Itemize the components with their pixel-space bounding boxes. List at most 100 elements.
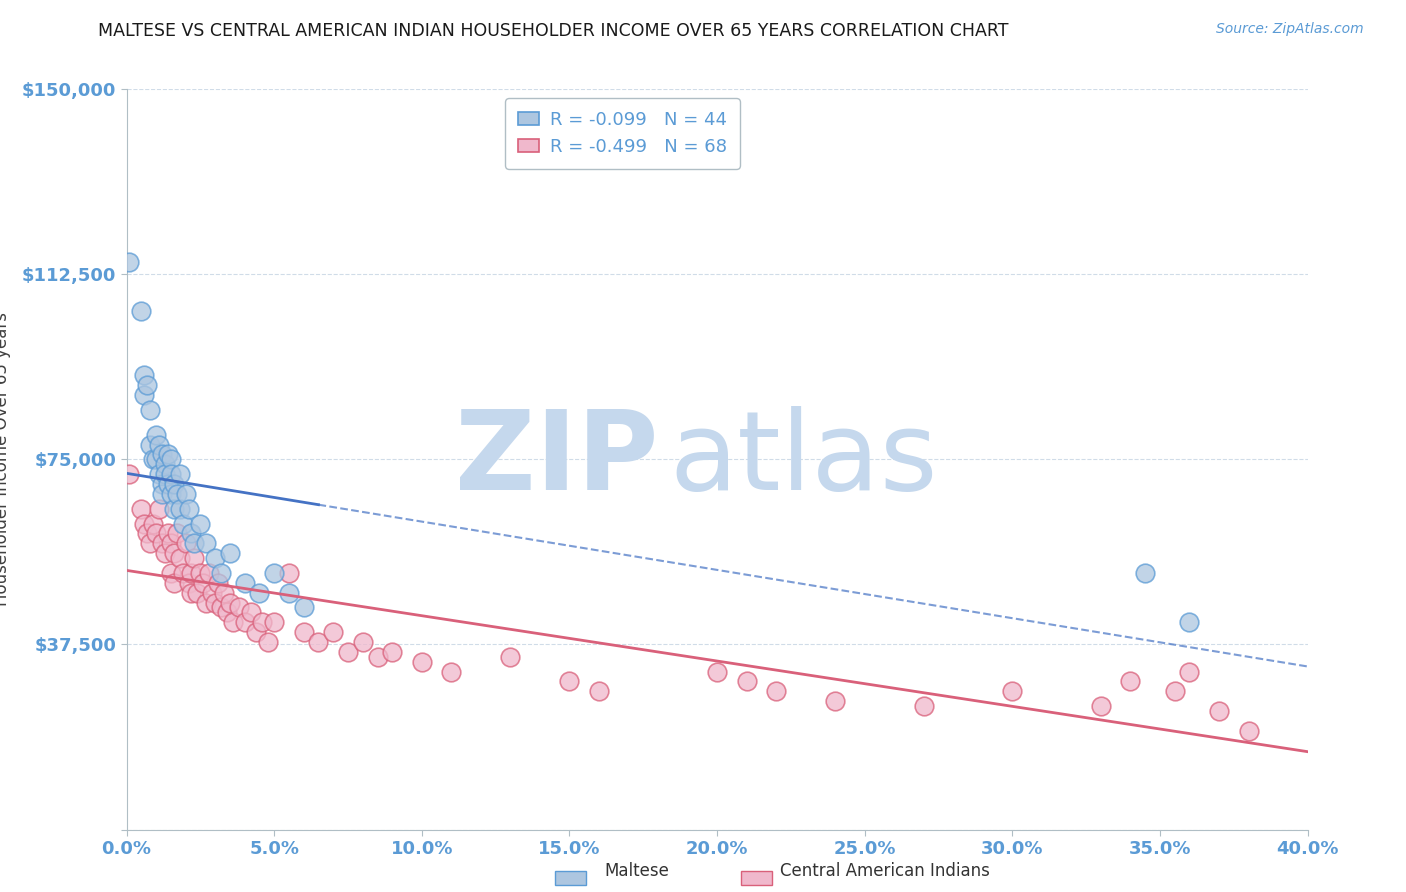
Point	[292, 600, 315, 615]
Point	[337, 645, 360, 659]
Point	[411, 655, 433, 669]
Point	[129, 501, 153, 516]
Point	[150, 536, 173, 550]
Point	[912, 699, 935, 714]
Y-axis label: Householder Income Over 65 years: Householder Income Over 65 years	[0, 312, 11, 607]
Point	[160, 452, 183, 467]
Point	[233, 615, 256, 630]
Point	[193, 575, 215, 590]
Point	[156, 526, 179, 541]
Point	[134, 368, 156, 383]
Point	[278, 566, 301, 580]
Point	[245, 625, 267, 640]
Point	[322, 625, 344, 640]
Point	[160, 467, 183, 482]
Point	[136, 526, 159, 541]
Point	[292, 625, 315, 640]
Point	[233, 575, 256, 590]
Point	[118, 255, 141, 269]
Point	[163, 477, 186, 491]
Point	[1178, 665, 1201, 679]
Point	[257, 635, 280, 649]
Point	[183, 536, 205, 550]
Point	[160, 487, 183, 501]
Point	[142, 516, 165, 531]
Point	[1178, 615, 1201, 630]
Text: Maltese: Maltese	[605, 863, 669, 880]
Point	[180, 526, 202, 541]
Point	[1208, 704, 1230, 718]
Point	[308, 635, 330, 649]
Point	[212, 585, 235, 599]
Point	[150, 477, 173, 491]
Point	[204, 595, 226, 609]
Point	[180, 585, 202, 599]
Point	[201, 585, 224, 599]
Point	[188, 516, 212, 531]
Point	[195, 595, 218, 609]
Point	[172, 516, 194, 531]
Point	[148, 501, 170, 516]
Point	[367, 649, 389, 664]
Point	[145, 427, 167, 442]
Point	[198, 566, 221, 580]
Point	[706, 665, 728, 679]
Point	[1164, 684, 1187, 698]
Point	[166, 487, 188, 501]
Point	[156, 477, 179, 491]
Point	[169, 467, 191, 482]
Point	[188, 566, 212, 580]
Point	[219, 546, 242, 560]
Point	[1119, 674, 1142, 689]
Point	[1001, 684, 1024, 698]
Point	[381, 645, 404, 659]
Point	[1135, 566, 1157, 580]
Point	[142, 452, 165, 467]
Point	[139, 437, 162, 451]
Point	[824, 694, 846, 708]
Point	[249, 585, 271, 599]
Point	[153, 546, 176, 560]
Point	[180, 566, 202, 580]
Point	[765, 684, 787, 698]
Point	[499, 649, 522, 664]
Point	[204, 551, 226, 566]
Point	[209, 566, 232, 580]
Point	[1237, 723, 1260, 738]
Point	[134, 516, 156, 531]
Point	[136, 378, 159, 392]
Point	[177, 501, 200, 516]
Point	[588, 684, 610, 698]
Point	[134, 388, 156, 402]
Point	[252, 615, 274, 630]
Point	[352, 635, 374, 649]
Point	[239, 606, 262, 620]
Point	[139, 403, 162, 417]
Point	[150, 447, 173, 461]
Point	[172, 566, 194, 580]
Point	[150, 487, 173, 501]
Point	[169, 501, 191, 516]
Point	[228, 600, 250, 615]
Point	[440, 665, 463, 679]
Text: Central American Indians: Central American Indians	[780, 863, 990, 880]
Point	[139, 536, 162, 550]
Point	[263, 615, 285, 630]
Point	[174, 536, 197, 550]
Point	[166, 526, 188, 541]
Point	[153, 467, 176, 482]
Point	[177, 575, 200, 590]
Point	[148, 437, 170, 451]
Point	[153, 458, 176, 472]
Point	[169, 551, 191, 566]
Text: atlas: atlas	[669, 406, 938, 513]
Legend: R = -0.099   N = 44, R = -0.499   N = 68: R = -0.099 N = 44, R = -0.499 N = 68	[505, 98, 740, 169]
Point	[735, 674, 758, 689]
Point	[129, 304, 153, 318]
Point	[160, 566, 183, 580]
Point	[558, 674, 581, 689]
Point	[163, 546, 186, 560]
Point	[183, 551, 205, 566]
Point	[1090, 699, 1112, 714]
Point	[219, 595, 242, 609]
